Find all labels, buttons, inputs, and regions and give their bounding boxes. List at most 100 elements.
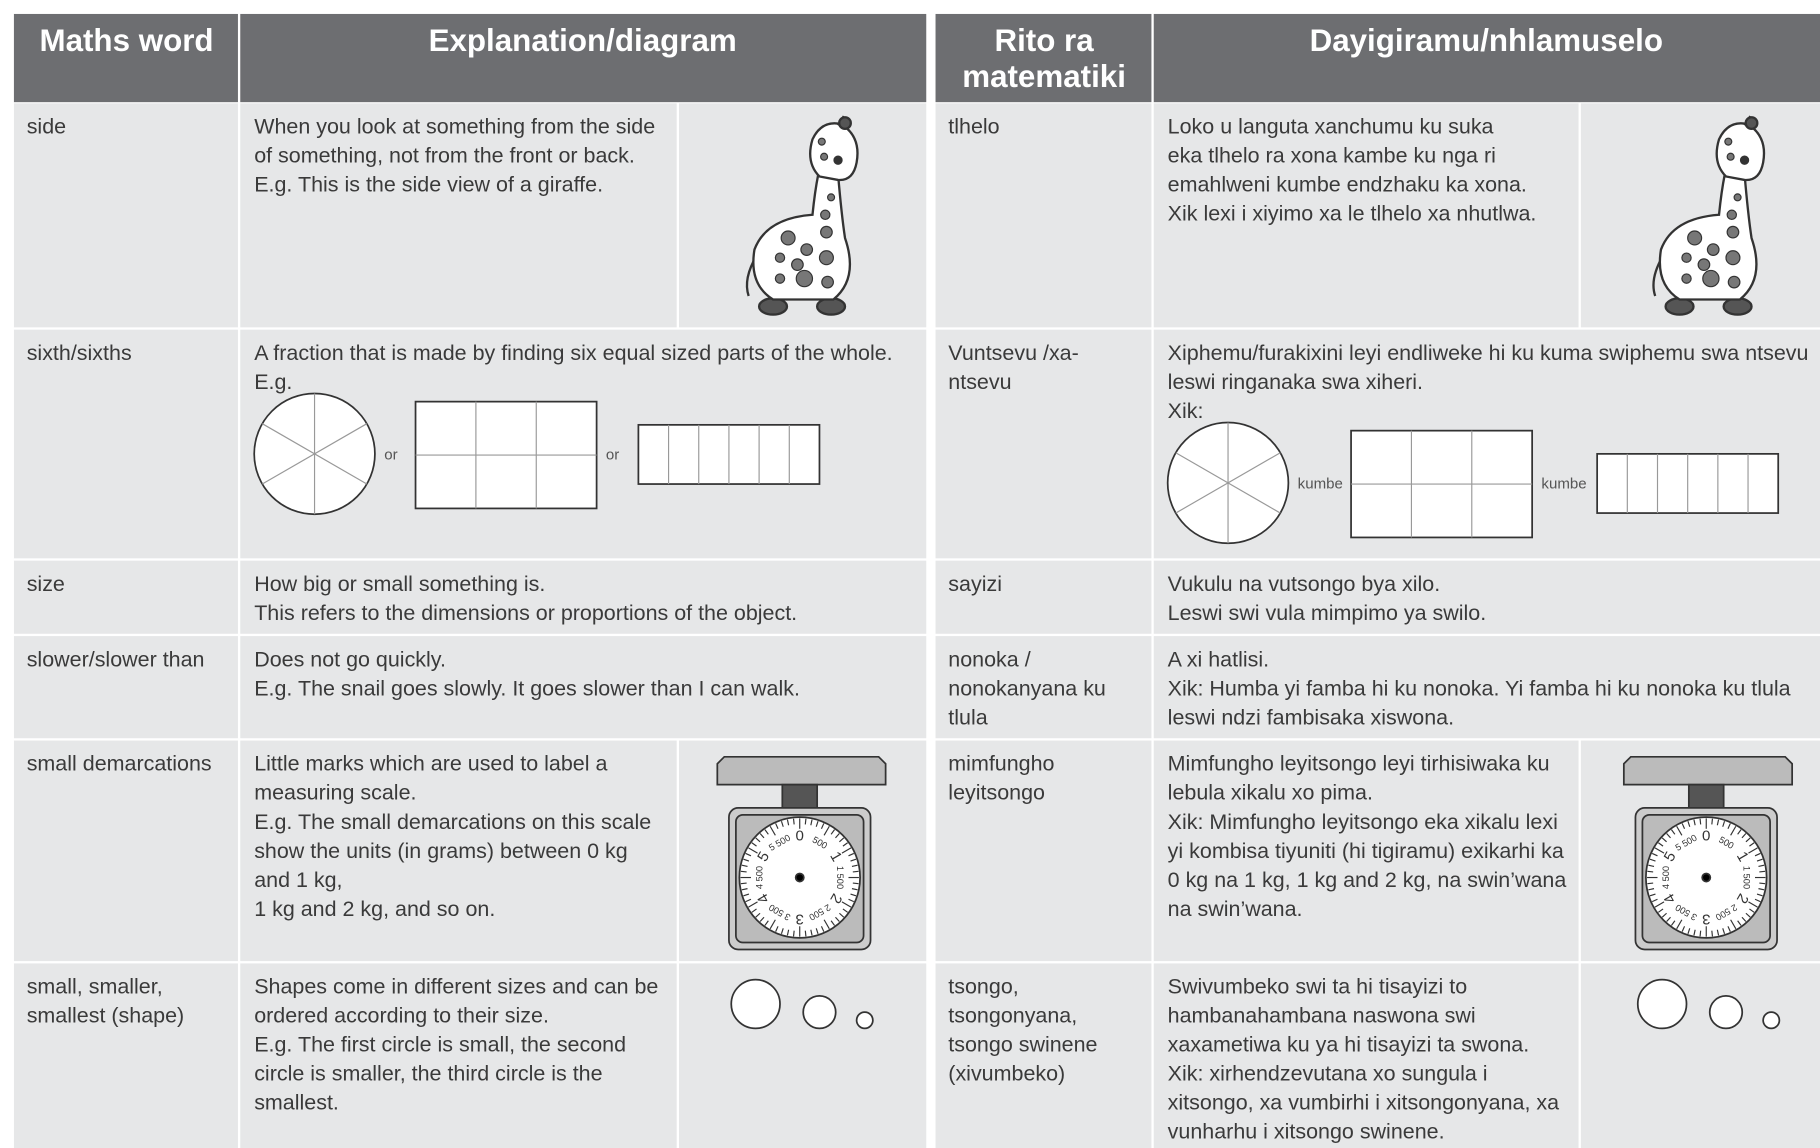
dial-tick [851,888,858,891]
dial-tick [850,858,857,862]
dial-tick [1647,882,1654,885]
header-text: matematiki [962,59,1126,94]
dial-tick [815,821,819,827]
dial-tick [851,864,858,867]
dial-tick [804,818,807,825]
dial-tick [839,912,845,918]
dial-label: 3 [1702,911,1710,928]
word: nonoka / [948,647,1030,671]
explanation: Xik: Mimfungho leyitsongo eka xikalu lex… [1168,810,1558,834]
explanation: xaxametiwa ku ya hi tisayizi ta swona. [1168,1033,1530,1057]
dial-tick [839,837,845,843]
word: smallest (shape) [27,1004,185,1028]
dial-tick [1651,898,1658,903]
explanation: vunharhu i xitsongo swinene. [1168,1120,1445,1144]
dial-tick [823,825,830,836]
giraffe-spot [821,275,834,289]
word: small, smaller, [27,975,163,999]
diagram-cell [679,963,927,1148]
explanation: smallest. [254,1091,339,1115]
dial-tick [1676,825,1683,836]
dial-tick [1711,818,1714,825]
word-cell [935,103,1152,328]
connector: kumbe [1298,476,1343,493]
dial-tick [1745,837,1751,843]
dial-tick [852,870,859,873]
dial-tick [786,929,790,936]
dial-label: 1 500 [1741,866,1751,889]
diagram-cell [1580,963,1820,1148]
dial-label: 4 500 [1661,866,1671,889]
explanation: Mimfungho leyitsongo leyi tirhisiwaka ku [1168,752,1550,776]
dial-tick [745,898,752,903]
dial-tick [1658,842,1664,847]
dial-tick [1681,823,1686,829]
dial-tick [741,888,748,891]
dial-tick [820,823,825,829]
dial-center [1701,872,1712,883]
dial-label: 0 [796,827,804,844]
dial-tick [740,882,747,885]
dial-tick [1748,901,1758,908]
explanation: Does not go quickly. [254,647,446,671]
header-text: Rito ra [994,23,1094,58]
dial-tick [1666,916,1671,922]
giraffe-spot [791,258,804,272]
dial-tick [1654,847,1665,854]
header-text: Maths word [39,23,213,58]
giraffe-foot [1664,297,1695,316]
giraffe [745,115,859,316]
giraffe-head [1715,122,1766,182]
dial-label: 0 [1702,827,1710,844]
dial-tick [751,908,757,913]
dial-tick [1648,864,1655,867]
giraffe-body [1658,172,1758,301]
dial-tick [748,901,758,908]
dial-tick [842,908,848,913]
word-cell [935,963,1152,1148]
header-cell [935,13,1152,103]
dial-tick [743,858,750,862]
dial-tick [1759,882,1766,885]
explanation: How big or small something is. [254,572,545,596]
word: mimfungho [948,752,1054,776]
giraffe-spot [774,252,786,263]
word: tsongo, [948,975,1018,999]
giraffe-spot [1726,152,1735,161]
explanation: Swivumbeko swi ta hi tisayizi to [1168,975,1468,999]
giraffe [1652,115,1766,316]
dial-tick [830,920,835,926]
explanation: eka tlhelo ra xona kambe ku nga ri [1168,144,1496,168]
word: tsongo swinene [948,1033,1097,1057]
giraffe-spot [1726,209,1738,220]
explanation: 0 kg na 1 kg, 1 kg and 2 kg, na swin’wan… [1168,868,1567,892]
dial-tick [743,893,750,897]
size-circle [1708,995,1744,1030]
dial-tick [1741,833,1747,839]
word: tlula [948,705,987,729]
giraffe-spot [1733,193,1742,202]
word: nonokanyana ku [948,676,1106,700]
size-circle [730,978,781,1030]
word: slower/slower than [27,647,205,671]
giraffe-spot [1697,258,1711,272]
dial-tick [815,928,819,935]
dial-tick [775,926,779,932]
dial-tick [1758,864,1765,867]
explanation: hambanahambana naswona swi [1168,1004,1476,1028]
header-cell [13,13,238,103]
dial-tick [1745,912,1751,918]
dial-tick [1649,858,1656,862]
word: ntsevu [948,370,1011,394]
dial-tick [1727,926,1731,932]
dial-tick [786,819,790,826]
dial-tick [1722,928,1726,935]
word: side [27,115,66,139]
explanation: leswi ringanaka swa xiheri. [1168,370,1423,394]
dial-tick [810,929,813,936]
dial-tick [751,842,757,847]
dial-tick [1730,825,1737,836]
dial-tick [1754,898,1761,903]
